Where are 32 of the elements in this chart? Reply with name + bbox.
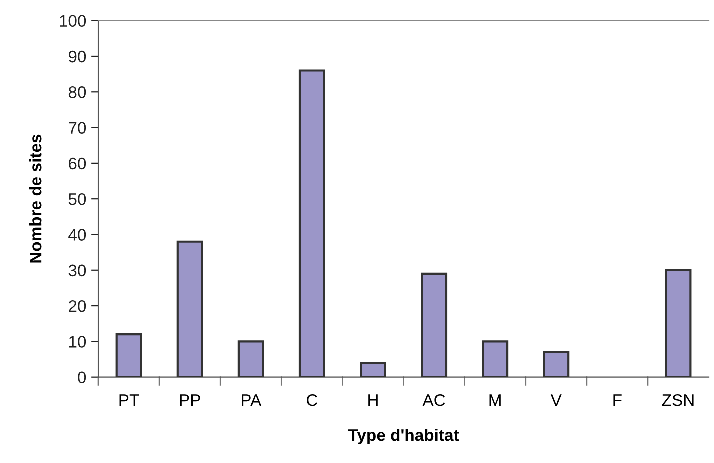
x-tick-label: F	[614, 394, 622, 406]
bar	[482, 340, 509, 378]
y-tick-label: 20	[69, 300, 86, 312]
x-tick-label: H	[368, 394, 378, 406]
y-tick-label: 30	[68, 264, 86, 277]
y-tick-label: 50	[68, 193, 86, 206]
x-tick-label: M	[490, 394, 501, 406]
bar	[176, 240, 204, 378]
y-tick-label: 60	[69, 158, 86, 170]
x-tick-label: ZSN	[662, 394, 694, 406]
x-tick-label: V	[550, 394, 562, 406]
x-tick-label: PP	[180, 394, 200, 406]
x-tick-label: PA	[242, 394, 262, 406]
x-tick-label: PT	[120, 394, 140, 406]
bar	[298, 70, 326, 378]
y-tick-label: 40	[68, 229, 86, 241]
y-tick-label: 90	[68, 50, 86, 63]
bar	[665, 269, 692, 378]
bar	[238, 340, 264, 378]
bar	[543, 351, 570, 378]
y-tick-label: 70	[69, 122, 86, 134]
y-tick-label: 80	[68, 86, 86, 98]
bar	[360, 362, 386, 378]
x-axis-title: Type d'habitat	[348, 428, 460, 445]
y-tick-label: 100	[60, 15, 86, 28]
y-tick-label: 10	[69, 336, 86, 348]
bar	[421, 272, 448, 378]
y-axis-title: Nombre de sites	[29, 134, 42, 263]
bar	[116, 334, 142, 378]
x-tick-label: AC	[422, 394, 446, 406]
y-tick-label: 0	[78, 372, 86, 384]
x-tick-label: C	[307, 394, 318, 406]
